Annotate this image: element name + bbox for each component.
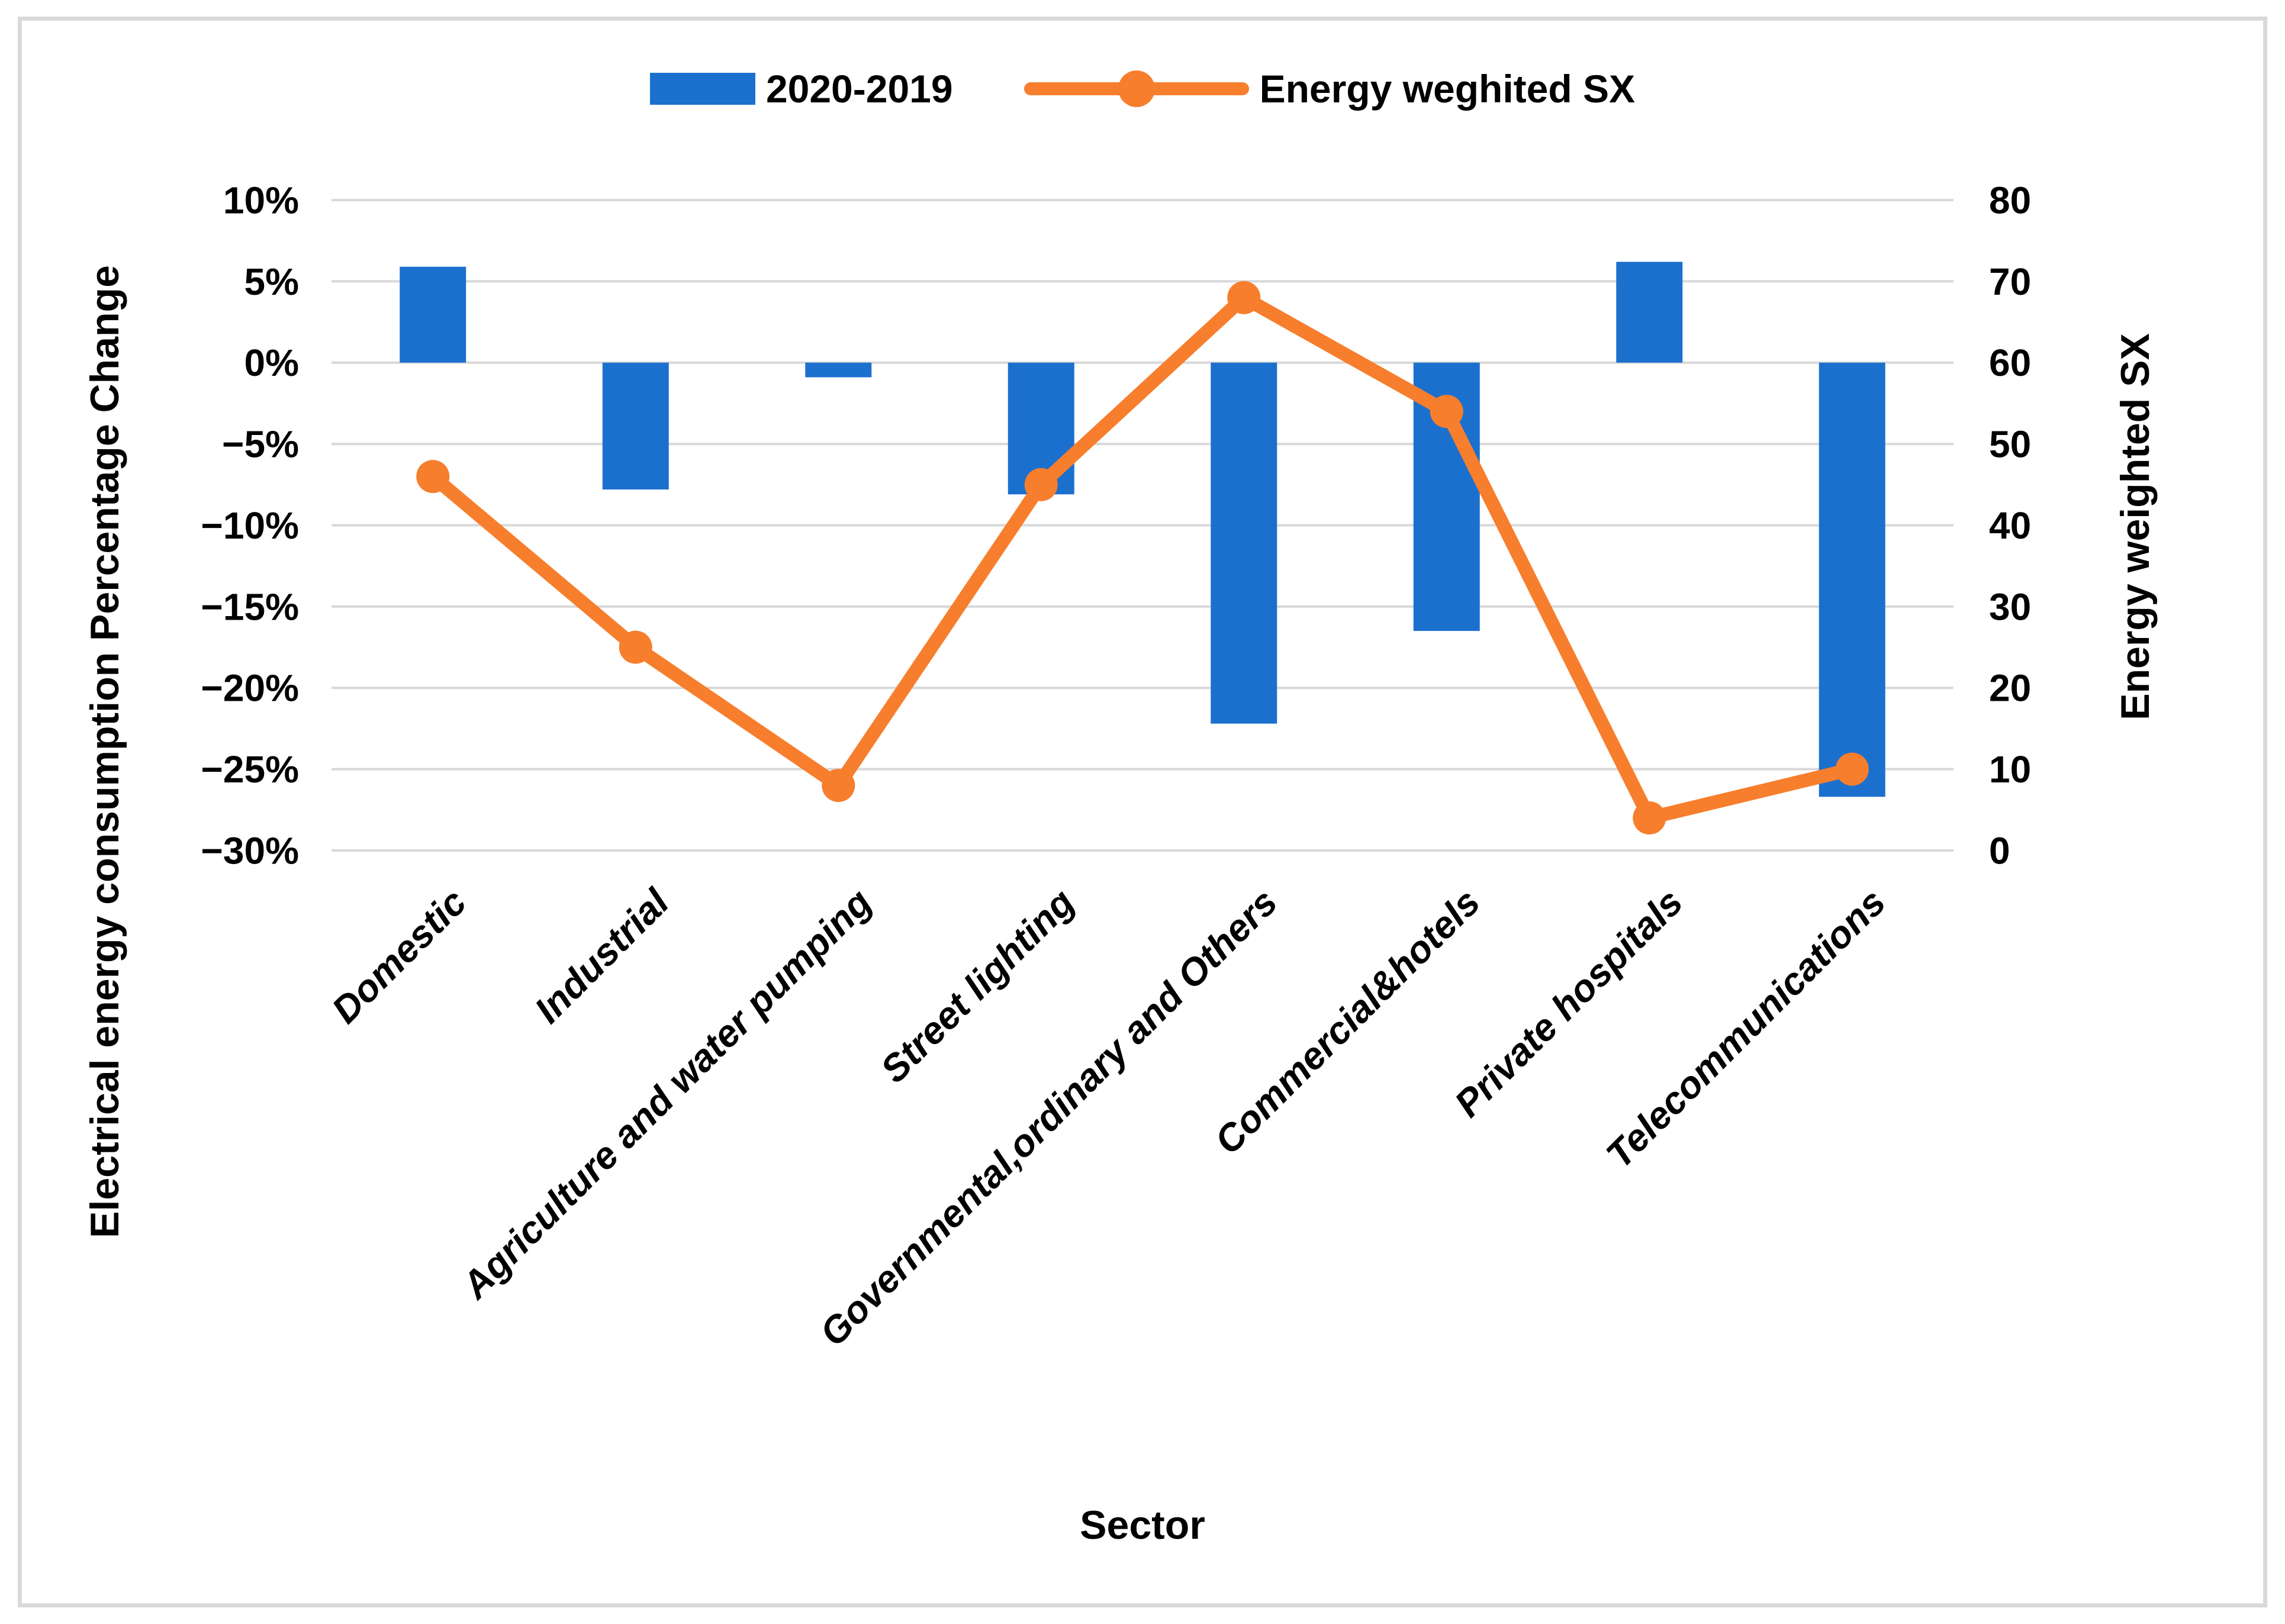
legend-item-line: Energy weghited SX [1024,66,1635,111]
legend-bar-label: 2020-2019 [765,67,953,111]
bar-7 [1616,262,1683,363]
x-axis-title: Sector [1080,1503,1205,1548]
right-axis-title: Energy weighted SX [2113,333,2158,720]
legend-line-label: Energy weghited SX [1259,67,1636,111]
right-axis-tick-label: 80 [1989,179,2031,221]
right-axis-tick-label: 50 [1989,423,2031,466]
right-axis-tick-label: 60 [1989,341,2031,384]
line-marker-8 [1835,752,1869,786]
line-marker-2 [619,630,652,664]
legend-bar-swatch-icon [649,73,755,105]
line-marker-5 [1227,281,1261,314]
left-axis-tick-label: −5% [222,423,299,466]
right-axis-tick-label: 40 [1989,504,2031,547]
category-label: Industrial [526,880,677,1031]
line-marker-7 [1633,801,1666,835]
right-axis-tick-label: 70 [1989,260,2031,303]
legend-line-dot [1118,70,1155,107]
category-label: Street lighting [873,881,1083,1091]
category-label: Domestic [324,881,475,1032]
bar-5 [1211,362,1277,724]
left-axis-title: Electrical energy consumption Percentage… [82,265,127,1238]
left-axis-tick-label: −15% [201,585,299,628]
chart-legend: 2020-2019 Energy weghited SX [0,66,2285,111]
bar-3 [805,362,872,378]
bar-8 [1819,362,1885,797]
category-label: Private hospitals [1446,881,1691,1125]
right-axis-tick-label: 10 [1989,748,2031,791]
right-axis-tick-label: 20 [1989,667,2031,710]
bar-1 [400,266,466,363]
bar-2 [602,362,669,490]
line-marker-1 [416,460,450,494]
left-axis-tick-label: 0% [244,341,300,384]
right-axis-tick-label: 0 [1989,829,2010,872]
line-marker-3 [822,769,855,803]
right-axis-tick-label: 30 [1989,585,2031,628]
left-axis-tick-label: −25% [201,748,299,791]
left-axis-tick-label: 10% [223,179,299,221]
left-axis-tick-label: −20% [201,667,299,710]
legend-line-marker-icon [1024,70,1249,108]
left-axis-tick-label: −10% [201,504,299,547]
legend-item-bars: 2020-2019 [649,66,953,111]
category-label: Agriculture and water pumping [453,881,880,1307]
left-axis-tick-label: −30% [201,829,299,872]
line-series [426,291,1859,825]
line-marker-4 [1024,468,1058,501]
left-axis-tick-label: 5% [244,260,300,303]
category-label: Governmental,ordinary and Others [812,881,1285,1354]
line-marker-6 [1430,395,1463,428]
